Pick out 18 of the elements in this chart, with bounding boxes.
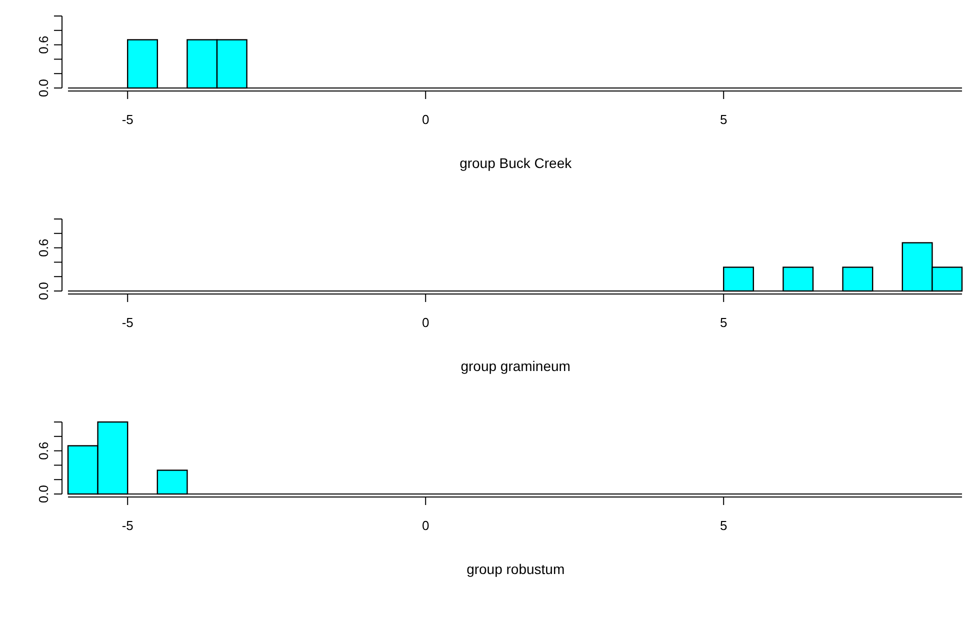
x-tick-label: 5 bbox=[720, 112, 728, 127]
x-tick-label: 0 bbox=[422, 315, 430, 330]
x-tick-label: 5 bbox=[720, 315, 728, 330]
x-axis-title: group robustum bbox=[466, 561, 565, 577]
y-tick-label: 0.6 bbox=[36, 442, 51, 460]
x-tick-label: -5 bbox=[122, 112, 134, 127]
x-axis-title: group gramineum bbox=[460, 358, 570, 374]
x-tick-label: -5 bbox=[122, 518, 134, 533]
x-axis-title: group Buck Creek bbox=[460, 155, 573, 171]
x-tick-label: 0 bbox=[422, 112, 430, 127]
y-tick-label: 0.0 bbox=[36, 282, 51, 300]
y-tick-label: 0.6 bbox=[36, 238, 51, 257]
x-tick-label: 0 bbox=[422, 518, 430, 533]
y-tick-label: 0.0 bbox=[36, 78, 51, 98]
y-tick-label: 0.6 bbox=[36, 36, 51, 54]
y-tick-label: 0.0 bbox=[36, 484, 51, 504]
x-tick-label: 5 bbox=[720, 518, 728, 533]
x-tick-label: -5 bbox=[122, 315, 134, 330]
